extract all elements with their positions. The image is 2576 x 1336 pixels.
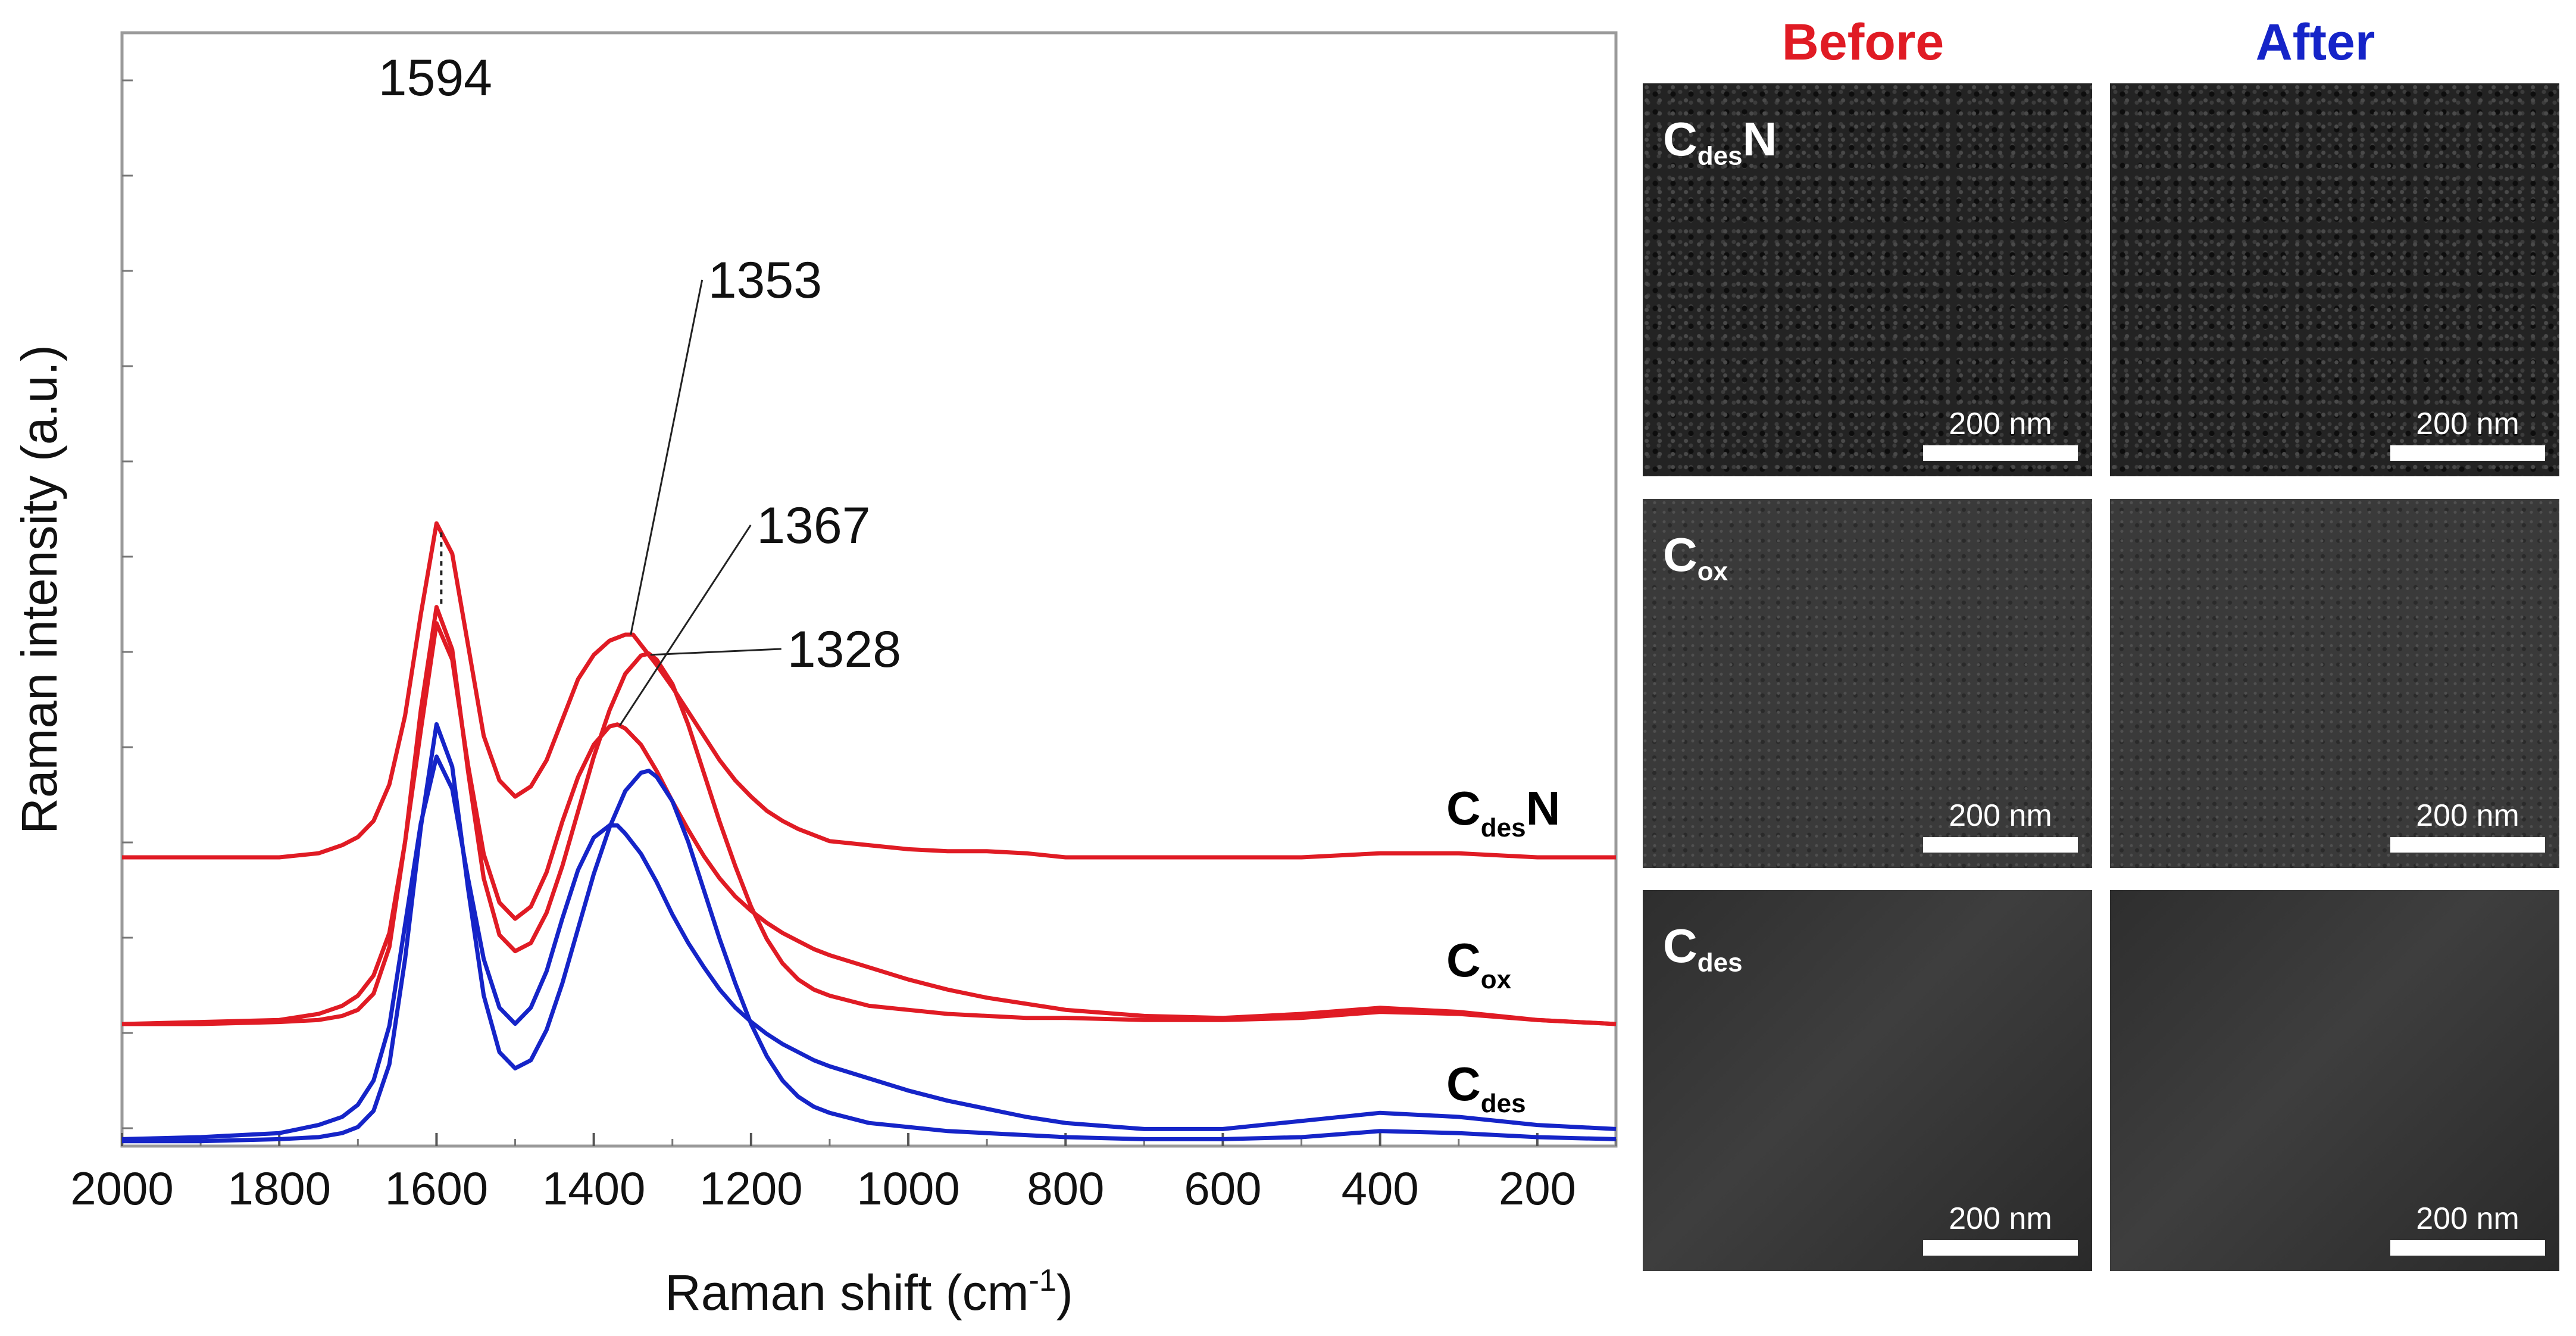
series-line-cdes-after- xyxy=(122,722,1617,1144)
sem-before-row-2: Cox 200 nm xyxy=(1643,499,2092,868)
peak-label: 1367 xyxy=(756,497,870,554)
scale-bar: 200 nm xyxy=(1923,798,2078,853)
sem-after-row-3: 200 nm xyxy=(2110,890,2559,1271)
scale-bar-line xyxy=(2390,837,2545,853)
after-column-title: After xyxy=(2255,14,2375,71)
scale-bar-label: 200 nm xyxy=(1949,798,2052,833)
x-tick-label: 600 xyxy=(1184,1162,1261,1215)
sem-sample-label: Cox xyxy=(1663,528,1728,586)
scale-bar: 200 nm xyxy=(2390,798,2545,853)
sem-before-row-1: CdesN 200 nm xyxy=(1643,83,2092,476)
x-tick-label: 400 xyxy=(1342,1162,1419,1215)
curve-label: Cox xyxy=(1446,934,1512,994)
x-axis-title: Raman shift (cm-1) xyxy=(665,1263,1073,1321)
x-tick-label: 2000 xyxy=(70,1162,174,1215)
peak-leader-line xyxy=(650,648,781,656)
y-axis-title: Raman intensity (a.u.) xyxy=(11,345,67,834)
series-line-cdes-before- xyxy=(122,605,1617,1026)
curve-label: Cdes xyxy=(1446,1057,1526,1118)
before-column-title: Before xyxy=(1781,14,1944,71)
series-line-cox-after- xyxy=(121,754,1617,1141)
scale-bar: 200 nm xyxy=(1923,1201,2078,1256)
scale-bar-line xyxy=(1923,1240,2078,1256)
scale-bar: 200 nm xyxy=(1923,406,2078,461)
x-tick-label: 1600 xyxy=(385,1162,489,1215)
scale-bar-label: 200 nm xyxy=(1949,407,2052,441)
x-tick-label: 1400 xyxy=(542,1162,646,1215)
scale-bar-line xyxy=(1923,445,2078,461)
scale-bar: 200 nm xyxy=(2390,406,2545,461)
raman-chart: 2000 1800 1600 1400 1200 1000 800 600 400 200 159… xyxy=(11,31,1618,1321)
x-tick-label: 200 xyxy=(1499,1162,1576,1215)
peak-label: 1353 xyxy=(708,252,822,309)
curve-label: CdesN xyxy=(1446,782,1560,842)
x-tick-label: 800 xyxy=(1027,1162,1104,1215)
scale-bar-line xyxy=(2390,1240,2545,1256)
curve-labels: CdesN Cox Cdes xyxy=(1446,782,1560,1118)
peak-annotations: 1594 1353 1367 1328 xyxy=(379,49,901,726)
sem-after-row-1: 200 nm xyxy=(2110,83,2559,476)
series-line-cox-before- xyxy=(121,621,1617,1026)
scale-bar-label: 200 nm xyxy=(1949,1201,2052,1236)
sem-sample-label: Cdes xyxy=(1663,919,1743,978)
x-tick-label: 1800 xyxy=(227,1162,331,1215)
scale-bar-label: 200 nm xyxy=(2416,798,2519,833)
scale-bar: 200 nm xyxy=(2390,1201,2545,1256)
raman-curves xyxy=(121,521,1617,1144)
x-tick-label: 1200 xyxy=(699,1162,803,1215)
peak-label: 1328 xyxy=(787,621,901,678)
scale-bar-line xyxy=(2390,445,2545,461)
x-tick-label: 1000 xyxy=(856,1162,960,1215)
sem-after-row-2: 200 nm xyxy=(2110,499,2559,868)
series-line-cdesn xyxy=(122,521,1616,860)
scale-bar-line xyxy=(1923,837,2078,853)
peak-leader-line xyxy=(618,525,752,726)
sem-before-row-3: Cdes 200 nm xyxy=(1643,890,2092,1271)
y-axis-ticks xyxy=(122,79,133,1129)
scale-bar-label: 200 nm xyxy=(2416,1201,2519,1236)
scale-bar-label: 200 nm xyxy=(2416,407,2519,441)
peak-label: 1594 xyxy=(379,49,492,107)
x-axis-ticks: 2000 1800 1600 1400 1200 1000 800 600 400 200 xyxy=(70,1133,1617,1215)
plot-frame xyxy=(120,31,1618,1148)
sem-sample-label: CdesN xyxy=(1663,113,1777,171)
peak-leader-line xyxy=(630,279,704,635)
